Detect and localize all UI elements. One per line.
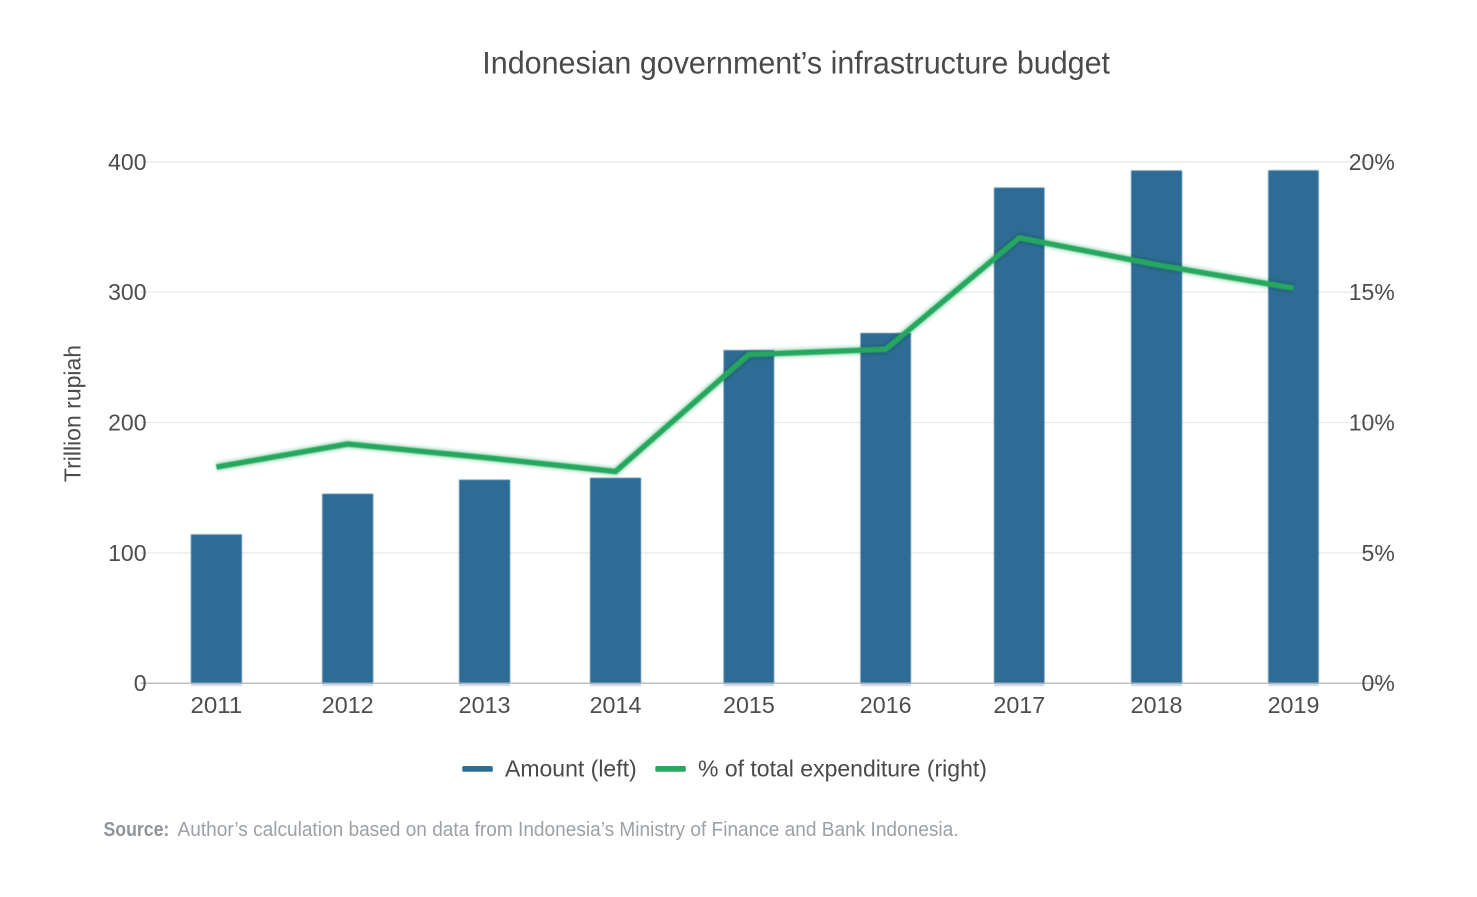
svg-text:300: 300 [108, 279, 146, 305]
svg-text:10%: 10% [1349, 410, 1395, 436]
svg-text:Trillion rupiah: Trillion rupiah [60, 345, 86, 482]
svg-text:15%: 15% [1349, 279, 1395, 305]
svg-text:2016: 2016 [860, 692, 912, 718]
svg-text:% of total expenditure (right): % of total expenditure (right) [698, 756, 987, 782]
svg-text:2018: 2018 [1131, 692, 1183, 718]
svg-text:100: 100 [108, 540, 146, 566]
svg-text:400: 400 [108, 149, 146, 175]
svg-text:Source:: Source: [104, 819, 170, 841]
svg-text:Amount (left): Amount (left) [505, 756, 637, 782]
svg-text:2019: 2019 [1268, 692, 1320, 718]
svg-text:200: 200 [108, 410, 146, 436]
svg-text:2012: 2012 [322, 692, 374, 718]
svg-text:2013: 2013 [459, 692, 511, 718]
svg-text:2011: 2011 [191, 692, 243, 718]
svg-text:20%: 20% [1349, 149, 1395, 175]
svg-text:0: 0 [134, 670, 147, 696]
svg-text:0%: 0% [1362, 670, 1395, 696]
svg-text:5%: 5% [1362, 540, 1395, 566]
svg-text:2017: 2017 [993, 692, 1045, 718]
svg-text:Indonesian government’s infras: Indonesian government’s infrastructure b… [482, 44, 1110, 80]
svg-text:Author’s calculation based on: Author’s calculation based on data from … [178, 819, 959, 841]
svg-text:2015: 2015 [723, 692, 775, 718]
svg-text:2014: 2014 [590, 692, 642, 718]
